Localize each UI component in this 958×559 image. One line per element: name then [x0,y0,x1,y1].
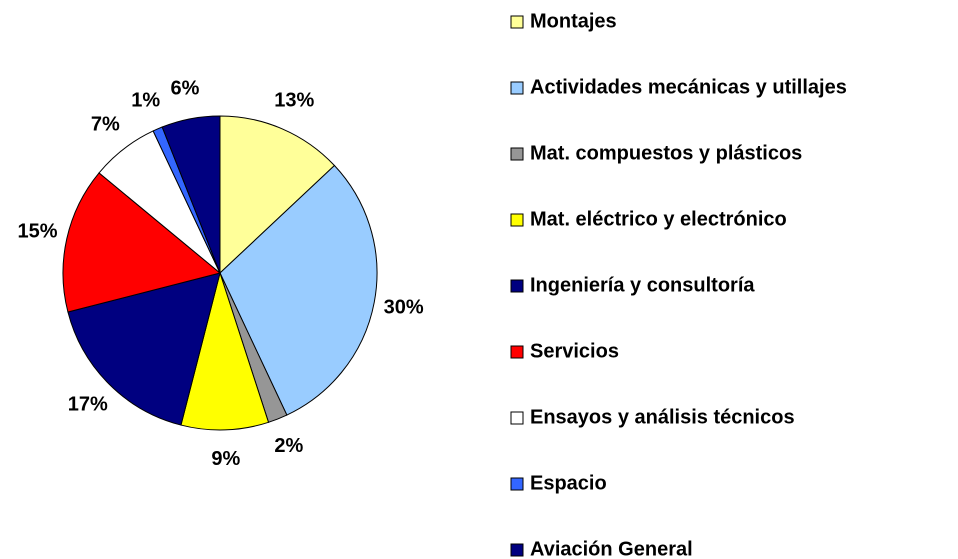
pie-slice [67,272,221,426]
pie-slice [219,164,378,416]
legend-swatch [510,411,524,425]
legend-swatch [510,81,524,95]
data-label: 6% [171,78,200,100]
pie-slice [62,172,222,313]
pie-slice [161,115,221,274]
legend-label: Actividades mecánicas y utillajes [530,76,847,98]
legend-swatch [510,477,524,491]
data-label: 7% [91,114,120,136]
legend-swatch [510,345,524,359]
data-label: 13% [274,90,314,112]
data-label: 1% [131,90,160,112]
pie-slice [180,271,270,431]
legend-label: Ingeniería y consultoría [530,274,755,296]
legend-label: Servicios [530,340,619,362]
legend-label: Mat. compuestos y plásticos [530,142,802,164]
legend-label: Ensayos y análisis técnicos [530,406,795,428]
data-label: 2% [274,435,303,457]
data-label: 17% [68,394,108,416]
data-label: 15% [17,220,57,242]
legend-label: Aviación General [530,538,693,559]
legend-label: Mat. eléctrico y electrónico [530,208,787,230]
pie-slice [219,115,336,275]
legend-label: Montajes [530,10,617,32]
legend-label: Espacio [530,472,607,494]
legend-swatch [510,15,524,29]
legend-swatch [510,213,524,227]
legend-swatch [510,147,524,161]
legend-swatch [510,279,524,293]
data-label: 30% [384,296,424,318]
legend-swatch [510,543,524,557]
data-label: 9% [211,448,240,470]
